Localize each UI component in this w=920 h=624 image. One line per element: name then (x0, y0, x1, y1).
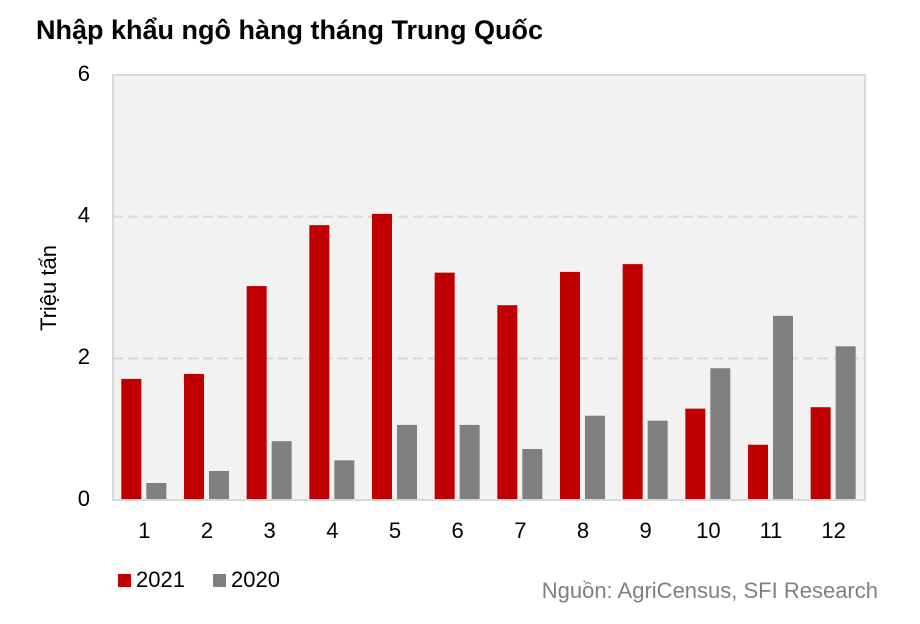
x-tick-label: 1 (138, 518, 150, 543)
x-tick-label: 2 (201, 518, 213, 543)
bar (434, 272, 455, 500)
bar (522, 449, 543, 500)
bar (810, 407, 831, 500)
bar (209, 470, 229, 500)
legend-swatch (118, 574, 131, 587)
bar (622, 264, 643, 500)
chart-title: Nhập khẩu ngô hàng tháng Trung Quốc (36, 15, 543, 45)
source-note: Nguồn: AgriCensus, SFI Research (542, 578, 878, 603)
bar (497, 305, 518, 500)
bar (121, 378, 142, 500)
bar (271, 441, 292, 500)
bar (748, 444, 768, 500)
bar (146, 483, 167, 500)
bar (397, 424, 417, 500)
x-tick-label: 3 (264, 518, 276, 543)
bar (585, 415, 605, 500)
bar (560, 271, 580, 500)
y-tick-label: 6 (78, 61, 90, 86)
x-tick-label: 10 (696, 518, 720, 543)
plot-area (112, 74, 866, 501)
x-tick-label: 6 (452, 518, 464, 543)
x-tick-label: 4 (326, 518, 338, 543)
y-tick-label: 4 (78, 202, 90, 227)
y-tick-label: 2 (78, 344, 90, 369)
bar (773, 315, 793, 500)
x-tick-label: 7 (514, 518, 526, 543)
bar (835, 346, 856, 500)
x-tick-label: 9 (640, 518, 652, 543)
legend-label: 2021 (136, 567, 185, 592)
legend-label: 2020 (231, 567, 280, 592)
bar (372, 213, 392, 501)
bar (459, 424, 480, 500)
y-axis-label: Triệu tấn (36, 245, 61, 331)
bar (334, 460, 355, 500)
bar (685, 408, 706, 500)
x-tick-label: 12 (821, 518, 845, 543)
legend-swatch (213, 574, 226, 587)
x-tick-label: 11 (760, 518, 783, 543)
bar (647, 420, 668, 500)
x-tick-label: 5 (389, 518, 401, 543)
bar (184, 373, 204, 500)
bar (710, 368, 731, 500)
bar (309, 225, 330, 500)
y-tick-label: 0 (78, 486, 90, 511)
bar (246, 286, 267, 500)
x-tick-label: 8 (577, 518, 589, 543)
